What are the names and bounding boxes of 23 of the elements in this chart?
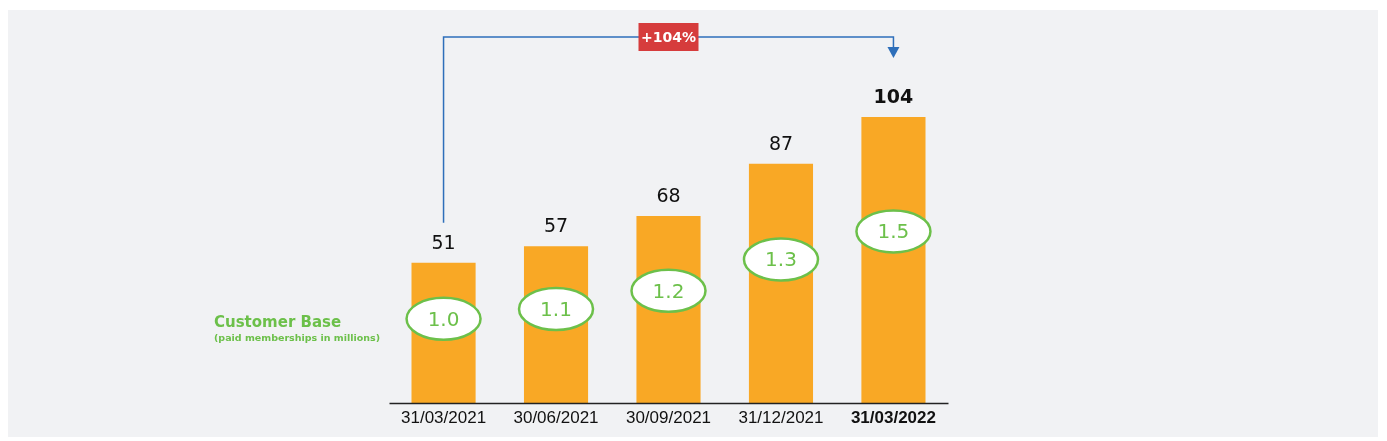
oval-label: 1.5 [855,209,932,254]
oval-label: 1.3 [742,237,820,282]
x-tick-label: 31/03/2021 [401,408,487,428]
data-label: 51 [431,230,456,253]
text: Customer Base [214,313,342,331]
x-tick-label: 31/03/2022 [850,408,936,428]
x-tick-label: 31/12/2021 [738,408,824,428]
data-label: 104 [873,85,914,107]
data-label: 57 [543,214,569,237]
x-tick-label: 30/06/2021 [513,408,599,428]
annotation: 1.5 [877,219,910,244]
oval-label: 1.0 [405,296,482,342]
annotation: 1.1 [540,296,572,321]
annotation: 1.2 [652,278,685,303]
annotation: 1.3 [765,247,797,272]
oval-label: 1.2 [630,268,707,314]
oval-label: 1.1 [517,286,595,332]
annotation: 1.0 [427,306,460,331]
text: +104% [641,29,696,45]
text: (paid memberships in millions) [214,332,381,343]
data-label: 87 [768,131,794,154]
x-tick-label: 30/09/2021 [625,408,712,428]
data-label: 68 [656,184,681,206]
